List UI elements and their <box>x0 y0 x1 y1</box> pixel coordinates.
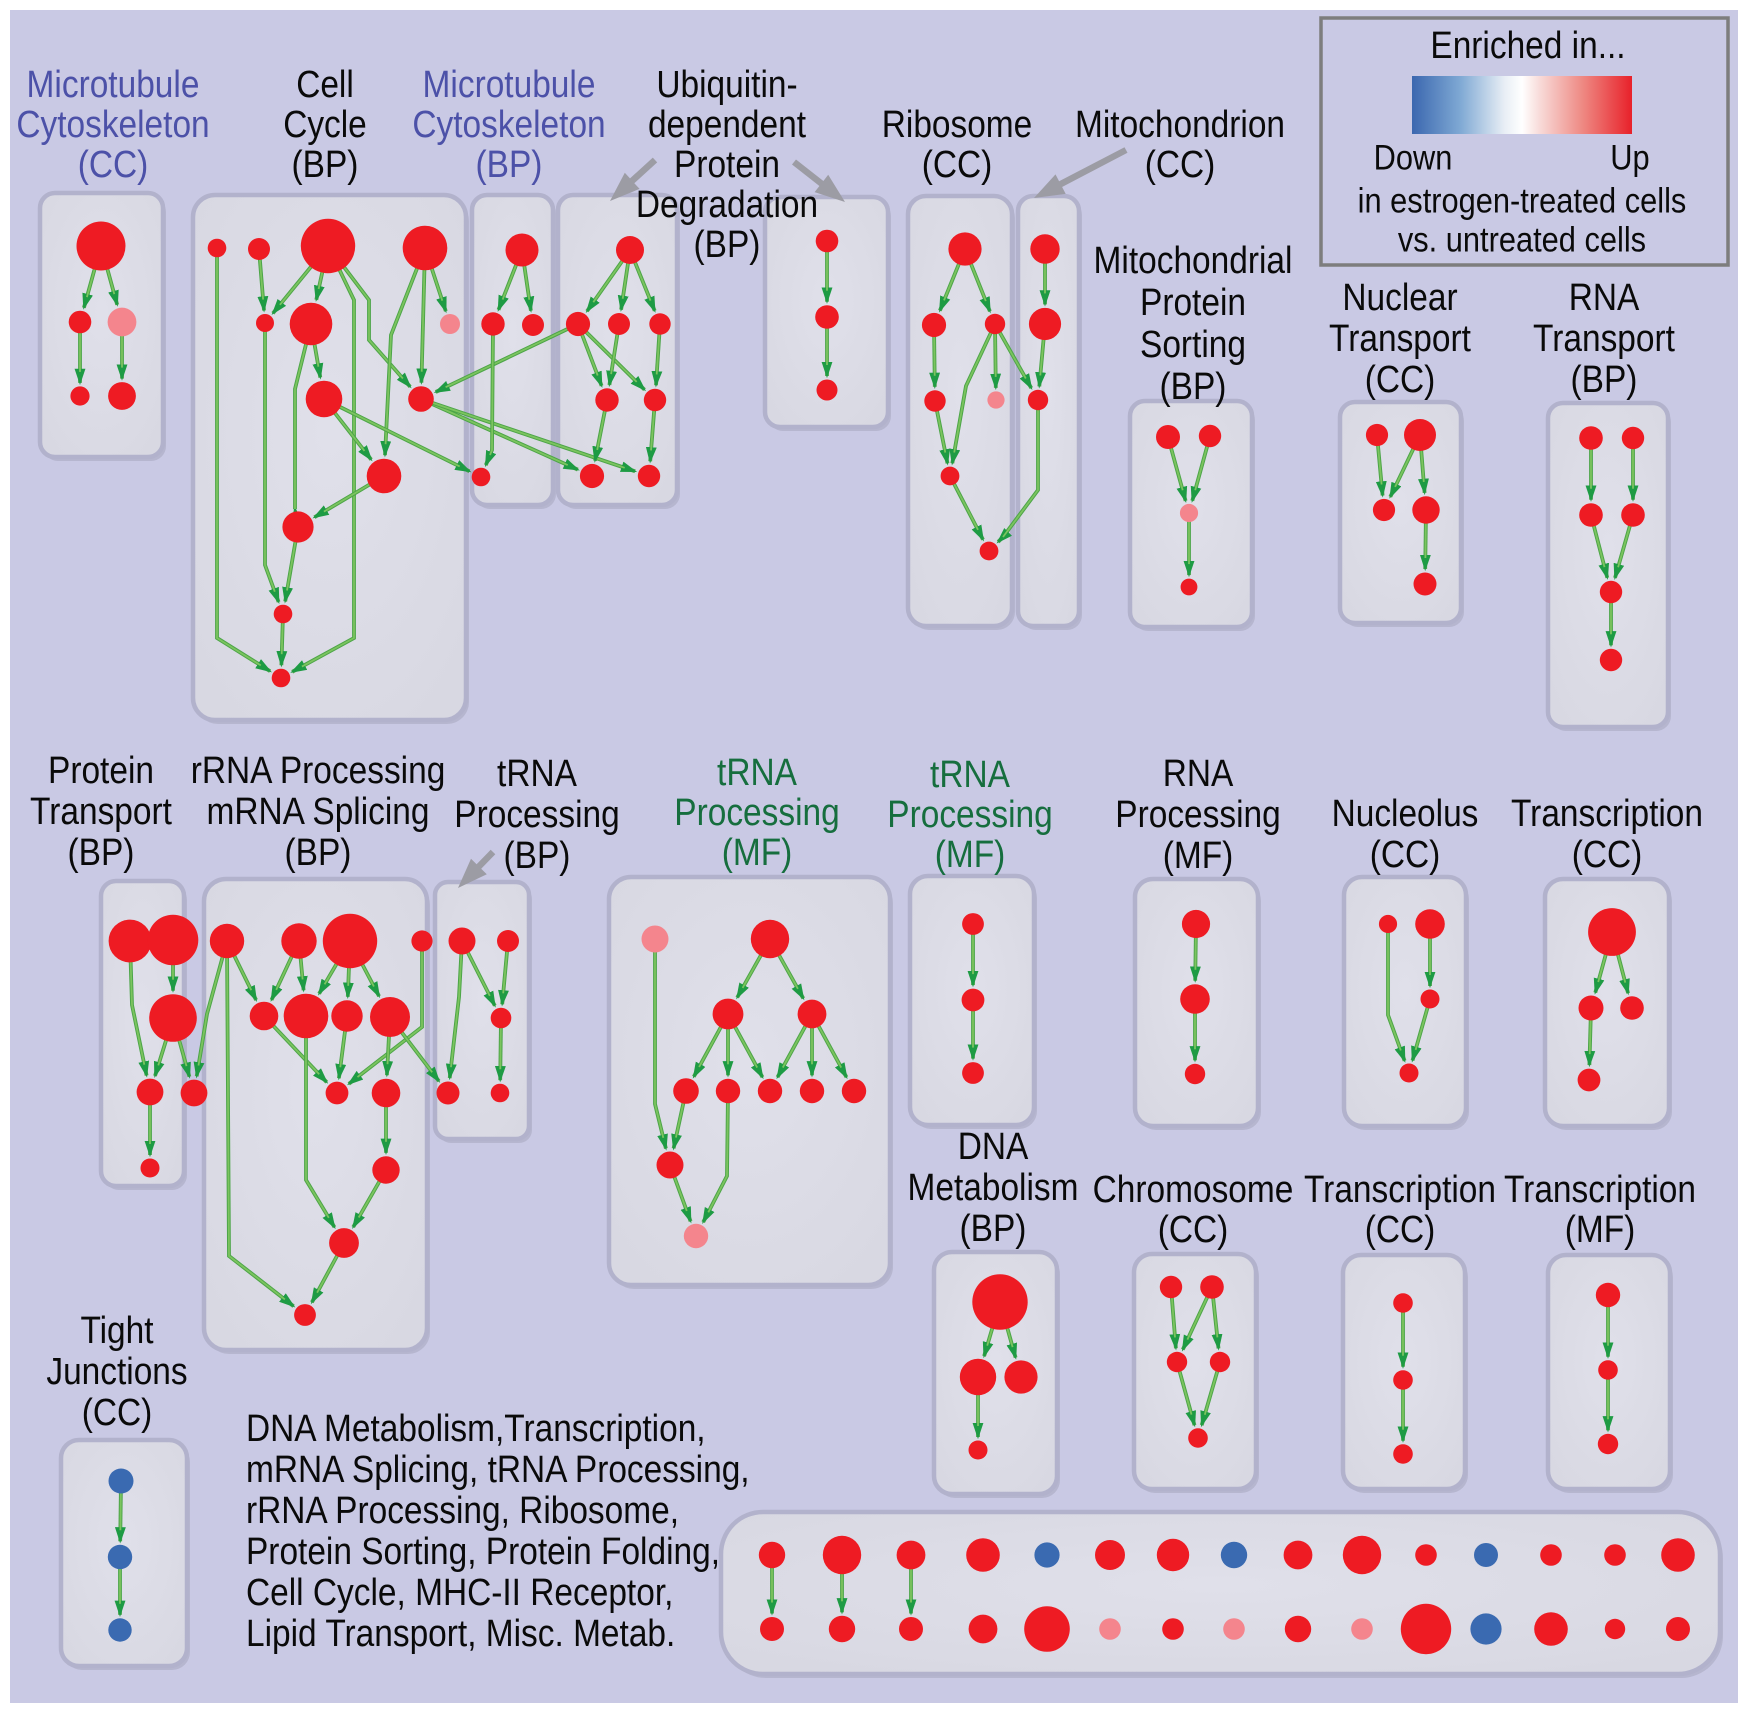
svg-text:(MF): (MF) <box>722 832 793 874</box>
svg-text:(CC): (CC) <box>1572 834 1643 876</box>
svg-text:Processing: Processing <box>1115 794 1280 836</box>
svg-text:Protein: Protein <box>674 144 780 186</box>
svg-text:Chromosome: Chromosome <box>1093 1169 1294 1211</box>
svg-text:Sorting: Sorting <box>1140 324 1246 366</box>
svg-text:DNA: DNA <box>958 1126 1029 1168</box>
svg-text:Mitochondrion: Mitochondrion <box>1075 104 1285 146</box>
svg-text:(BP): (BP) <box>285 832 352 874</box>
svg-text:Transport: Transport <box>30 791 172 833</box>
svg-text:(BP): (BP) <box>504 835 571 877</box>
svg-text:Cell: Cell <box>296 64 354 106</box>
svg-text:rRNA Processing: rRNA Processing <box>191 750 446 792</box>
svg-text:DNA Metabolism,Transcription,: DNA Metabolism,Transcription, <box>246 1408 706 1450</box>
svg-text:(BP): (BP) <box>1160 366 1227 408</box>
svg-text:Processing: Processing <box>887 794 1052 836</box>
svg-text:(CC): (CC) <box>82 1392 153 1434</box>
svg-text:(CC): (CC) <box>1365 1209 1436 1251</box>
svg-text:(CC): (CC) <box>78 144 149 186</box>
svg-text:Nucleolus: Nucleolus <box>1332 793 1479 835</box>
svg-text:(CC): (CC) <box>922 144 993 186</box>
svg-text:Transport: Transport <box>1533 318 1675 360</box>
svg-text:(MF): (MF) <box>1163 835 1234 877</box>
svg-text:Microtubule: Microtubule <box>27 64 200 106</box>
svg-text:Down: Down <box>1374 138 1453 177</box>
svg-text:Nuclear: Nuclear <box>1342 277 1457 319</box>
svg-text:vs. untreated cells: vs. untreated cells <box>1398 220 1646 259</box>
svg-text:mRNA Splicing: mRNA Splicing <box>207 791 430 833</box>
svg-text:(MF): (MF) <box>1565 1209 1636 1251</box>
svg-text:tRNA: tRNA <box>717 752 797 794</box>
svg-text:(BP): (BP) <box>694 224 761 266</box>
svg-text:(CC): (CC) <box>1370 834 1441 876</box>
svg-text:Transcription: Transcription <box>1504 1169 1696 1211</box>
svg-text:(CC): (CC) <box>1365 359 1436 401</box>
svg-text:(BP): (BP) <box>960 1208 1027 1250</box>
svg-text:Protein: Protein <box>1140 282 1246 324</box>
svg-text:Mitochondrial: Mitochondrial <box>1094 240 1293 282</box>
svg-text:Up: Up <box>1610 138 1649 177</box>
svg-text:Cycle: Cycle <box>283 104 367 146</box>
svg-text:Lipid Transport, Misc. Metab.: Lipid Transport, Misc. Metab. <box>246 1613 675 1655</box>
svg-text:Transcription: Transcription <box>1304 1169 1496 1211</box>
svg-text:(BP): (BP) <box>68 832 135 874</box>
svg-text:Transport: Transport <box>1329 318 1471 360</box>
svg-text:Cytoskeleton: Cytoskeleton <box>16 104 209 146</box>
svg-text:RNA: RNA <box>1569 277 1640 319</box>
svg-text:Ubiquitin-: Ubiquitin- <box>656 64 797 106</box>
svg-text:(CC): (CC) <box>1158 1209 1229 1251</box>
svg-text:RNA: RNA <box>1163 753 1234 795</box>
svg-text:Tight: Tight <box>80 1310 153 1352</box>
svg-text:Enriched in...: Enriched in... <box>1430 25 1625 67</box>
svg-text:Cell Cycle, MHC-II Receptor,: Cell Cycle, MHC-II Receptor, <box>246 1572 673 1614</box>
svg-text:tRNA: tRNA <box>930 754 1010 796</box>
svg-text:(BP): (BP) <box>292 144 359 186</box>
svg-text:Junctions: Junctions <box>46 1351 187 1393</box>
svg-text:(BP): (BP) <box>476 144 543 186</box>
svg-text:Processing: Processing <box>454 794 619 836</box>
svg-text:Processing: Processing <box>674 792 839 834</box>
svg-text:Microtubule: Microtubule <box>423 64 596 106</box>
svg-text:Degradation: Degradation <box>636 184 818 226</box>
svg-text:dependent: dependent <box>648 104 806 146</box>
svg-text:Cytoskeleton: Cytoskeleton <box>412 104 605 146</box>
svg-text:Protein: Protein <box>48 750 154 792</box>
svg-text:(BP): (BP) <box>1571 359 1638 401</box>
svg-text:tRNA: tRNA <box>497 753 577 795</box>
svg-text:Protein Sorting, Protein Foldi: Protein Sorting, Protein Folding, <box>246 1531 720 1573</box>
svg-text:Ribosome: Ribosome <box>882 104 1033 146</box>
svg-text:rRNA Processing, Ribosome,: rRNA Processing, Ribosome, <box>246 1490 679 1532</box>
svg-text:(MF): (MF) <box>935 834 1006 876</box>
svg-text:mRNA Splicing, tRNA Processing: mRNA Splicing, tRNA Processing, <box>246 1449 750 1491</box>
svg-text:Metabolism: Metabolism <box>908 1167 1079 1209</box>
svg-text:(CC): (CC) <box>1145 144 1216 186</box>
svg-text:in estrogen-treated cells: in estrogen-treated cells <box>1358 181 1687 220</box>
svg-text:Transcription: Transcription <box>1511 793 1703 835</box>
